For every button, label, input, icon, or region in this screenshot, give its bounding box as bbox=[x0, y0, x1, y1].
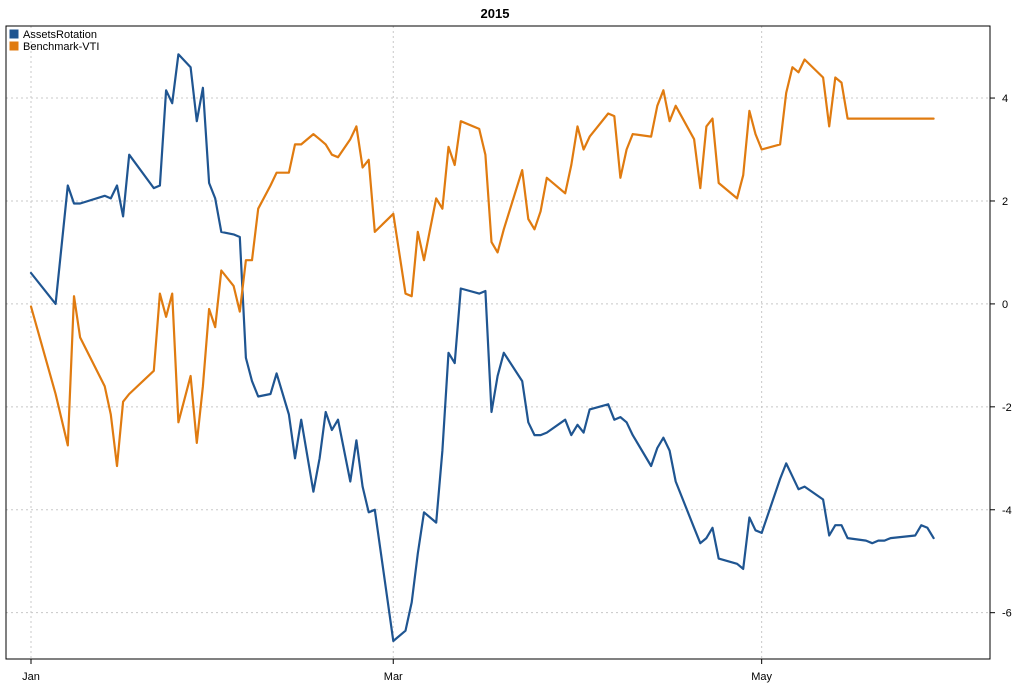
y-tick-label: -6 bbox=[1002, 608, 1012, 620]
x-tick-label: Jan bbox=[22, 671, 40, 683]
legend-swatch bbox=[9, 41, 19, 51]
grid bbox=[6, 26, 990, 659]
y-tick-label: 2 bbox=[1002, 196, 1008, 208]
axes: -6 -4 -2 0 2 4 Jan Mar May bbox=[5, 25, 1012, 683]
y-tick-label: -4 bbox=[1002, 505, 1012, 517]
plot-frame bbox=[5, 25, 991, 660]
y-tick-label: 0 bbox=[1002, 299, 1008, 311]
series-group bbox=[29, 53, 935, 643]
y-tick-label: -2 bbox=[1002, 402, 1012, 414]
series-line-benchmark-vti bbox=[29, 58, 935, 468]
x-tick-label: Mar bbox=[384, 671, 403, 683]
legend-label: Benchmark-VTI bbox=[23, 41, 99, 53]
legend-swatch bbox=[9, 29, 19, 39]
y-tick-label: 4 bbox=[1002, 93, 1008, 105]
chart-title: 2015 bbox=[481, 6, 510, 21]
x-tick-label: May bbox=[751, 671, 772, 683]
legend-label: AssetsRotation bbox=[23, 29, 97, 41]
series-line-assetsrotation bbox=[29, 53, 935, 643]
